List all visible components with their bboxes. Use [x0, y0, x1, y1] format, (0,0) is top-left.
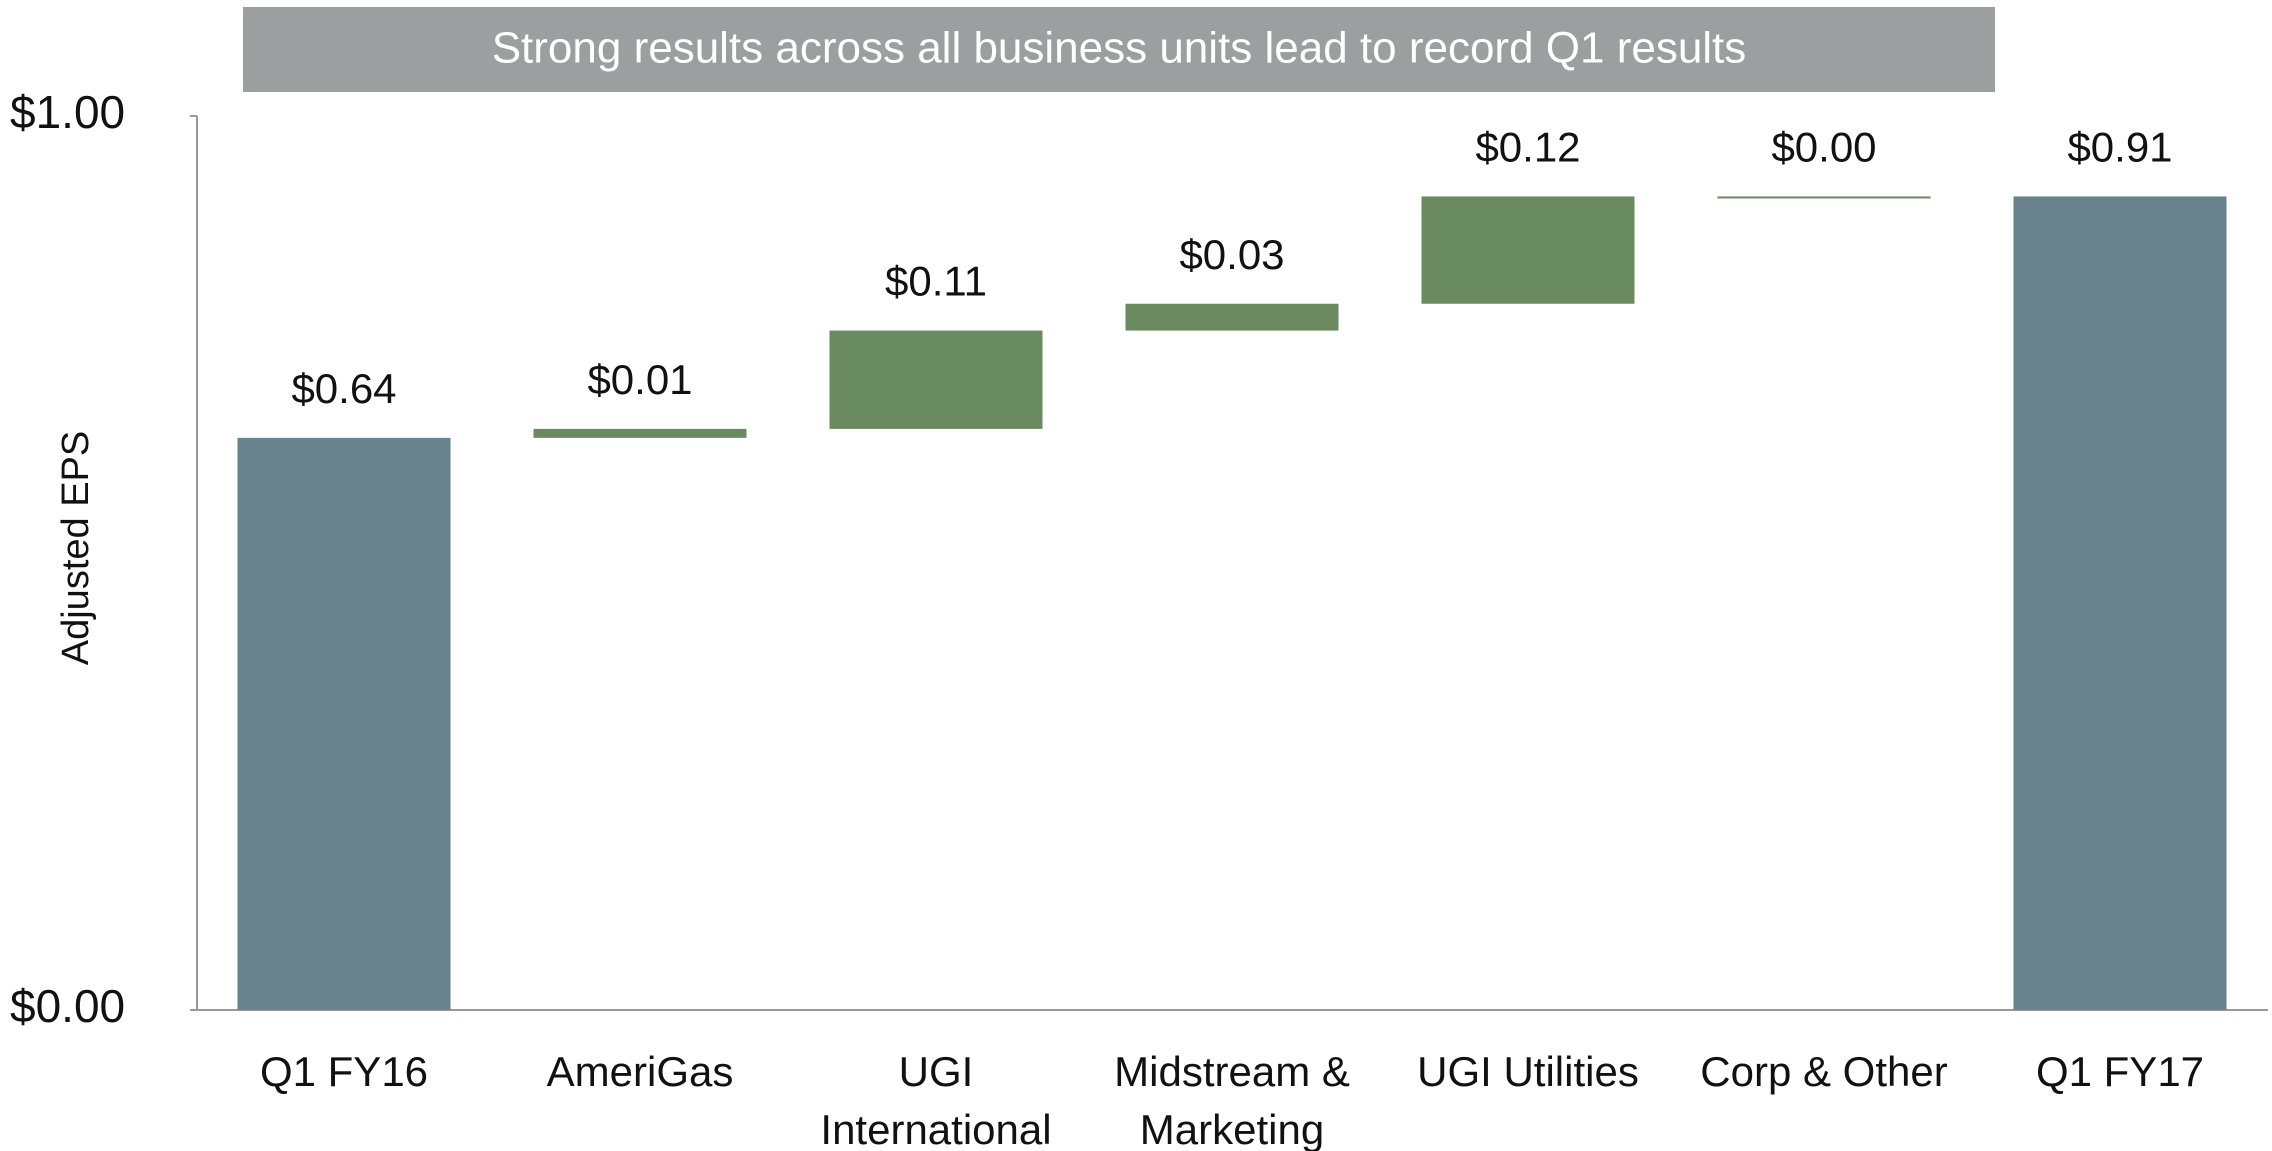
increase-bar: [829, 330, 1043, 429]
data-label: $0.64: [291, 365, 396, 412]
data-label: $0.01: [587, 356, 692, 403]
data-label: $0.12: [1475, 124, 1580, 171]
x-tick-label: Midstream & Marketing: [1114, 1048, 1350, 1151]
data-label: $0.00: [1771, 124, 1876, 171]
y-tick-label: $1.00: [10, 86, 125, 138]
title-band: [243, 7, 1995, 92]
x-tick-label: UGI Utilities: [1417, 1048, 1639, 1095]
x-tick-label: Q1 FY16: [260, 1048, 428, 1095]
data-label: $0.11: [885, 258, 987, 305]
chart-title: Strong results across all business units…: [492, 24, 1747, 73]
x-tick-label: AmeriGas: [547, 1048, 734, 1095]
total-bar: [2013, 196, 2227, 1010]
increase-bar: [1125, 303, 1339, 331]
x-tick-label: Q1 FY17: [2036, 1048, 2204, 1095]
x-tick-label: Corp & Other: [1700, 1048, 1947, 1095]
y-axis-label: Adjusted EPS: [55, 431, 97, 665]
increase-bar: [1717, 196, 1931, 199]
increase-bar: [533, 428, 747, 438]
total-bar: [237, 437, 451, 1011]
increase-bar: [1421, 196, 1635, 304]
data-label: $0.03: [1179, 231, 1284, 278]
data-label: $0.91: [2067, 124, 2172, 171]
x-tick-label: UGI International: [820, 1048, 1051, 1151]
y-tick-label: $0.00: [10, 980, 125, 1032]
